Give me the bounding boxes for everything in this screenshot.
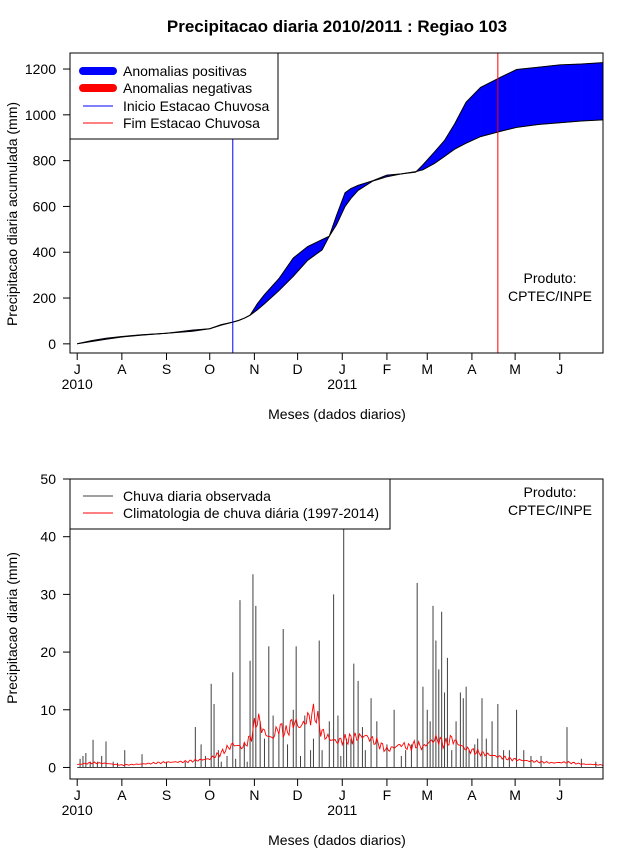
bottom-x-tick-label: D [293, 787, 303, 803]
legend-positive-anomalies: Anomalias positivas [123, 63, 247, 79]
top-year-label: 2011 [327, 376, 357, 392]
bottom-y-tick-label: 40 [40, 529, 56, 545]
top-x-tick-label: M [509, 361, 521, 377]
bottom-year-label: 2010 [62, 802, 93, 818]
anomaly-area [501, 69, 517, 132]
anomaly-area [278, 257, 294, 292]
top-x-tick-label: N [249, 361, 259, 377]
top-x-tick-label: J [339, 361, 346, 377]
top-y-axis-label: Precipitacao diaria acumulada (mm) [4, 102, 20, 326]
bottom-x-axis-label: Meses (dados diarios) [268, 832, 406, 848]
top-x-tick-label: J [556, 361, 563, 377]
legend-rainy-season-start: Inicio Estacao Chuvosa [123, 98, 270, 114]
top-y-tick-label: 600 [33, 198, 57, 214]
anomaly-area [344, 188, 352, 208]
bottom-y-tick-label: 20 [40, 644, 56, 660]
top-product-source: CPTEC/INPE [508, 288, 592, 304]
bottom-x-tick-label: J [556, 787, 563, 803]
top-x-tick-label: O [204, 361, 215, 377]
bottom-x-tick-label: N [249, 787, 259, 803]
bottom-x-tick-label: J [339, 787, 346, 803]
bottom-y-axis-label: Precipitacao diaria (mm) [4, 552, 20, 704]
legend-observed-rain: Chuva diaria observada [123, 488, 271, 504]
anomaly-area [516, 66, 539, 128]
bottom-year-label: 2011 [327, 802, 357, 818]
bottom-product-source: CPTEC/INPE [508, 502, 592, 518]
top-x-tick-label: A [117, 361, 127, 377]
bottom-x-tick-label: M [421, 787, 433, 803]
climatology-cumulative-line [77, 119, 604, 345]
anomaly-area [454, 102, 467, 150]
top-x-tick-label: M [421, 361, 433, 377]
bottom-legend-box [69, 478, 391, 530]
anomaly-area [559, 63, 582, 124]
anomaly-area [444, 123, 455, 158]
bottom-x-tick-label: M [509, 787, 521, 803]
legend-negative-anomalies: Anomalias negativas [123, 80, 252, 96]
bottom-y-tick-label: 0 [48, 759, 56, 775]
bottom-x-tick-label: O [204, 787, 215, 803]
bottom-x-tick-label: F [383, 787, 392, 803]
top-year-label: 2010 [62, 376, 93, 392]
top-x-tick-label: J [74, 361, 81, 377]
bottom-chart-marks [77, 507, 604, 768]
top-x-tick-label: F [383, 361, 392, 377]
top-y-tick-label: 800 [33, 153, 57, 169]
anomaly-area [465, 86, 481, 144]
top-x-tick-label: A [467, 361, 477, 377]
top-y-tick-label: 200 [33, 290, 57, 306]
anomaly-area [581, 62, 604, 122]
top-x-tick-label: S [162, 361, 171, 377]
top-y-tick-label: 400 [33, 244, 57, 260]
bottom-legend: Chuva diaria observada Climatologia de c… [69, 478, 391, 530]
legend-rainy-season-end: Fim Estacao Chuvosa [123, 115, 260, 131]
bottom-y-tick-label: 50 [40, 471, 56, 487]
top-y-tick-label: 0 [48, 336, 56, 352]
anomaly-area [537, 64, 561, 125]
bottom-y-tick-label: 10 [40, 702, 56, 718]
top-y-tick-label: 1000 [25, 107, 56, 123]
top-y-tick-label: 1200 [25, 61, 56, 77]
anomaly-area [293, 245, 308, 277]
legend-climatology: Climatologia de chuva diária (1997-2014) [123, 505, 379, 521]
top-legend: Anomalias positivas Anomalias negativas … [69, 52, 279, 140]
page-title: Precipitacao diaria 2010/2011 : Regiao 1… [167, 17, 507, 36]
bottom-x-tick-label: J [74, 787, 81, 803]
bottom-x-tick-label: A [117, 787, 127, 803]
top-x-tick-label: D [293, 361, 303, 377]
top-x-axis-label: Meses (dados diarios) [268, 406, 406, 422]
top-chart-marks [77, 53, 604, 353]
bottom-y-tick-label: 30 [40, 586, 56, 602]
anomaly-area [264, 277, 280, 305]
bottom-product-label: Produto: [524, 484, 577, 500]
top-product-label: Produto: [524, 270, 577, 286]
climatology-daily-line [77, 703, 604, 767]
bottom-x-tick-label: A [467, 787, 477, 803]
bottom-x-tick-label: S [162, 787, 171, 803]
